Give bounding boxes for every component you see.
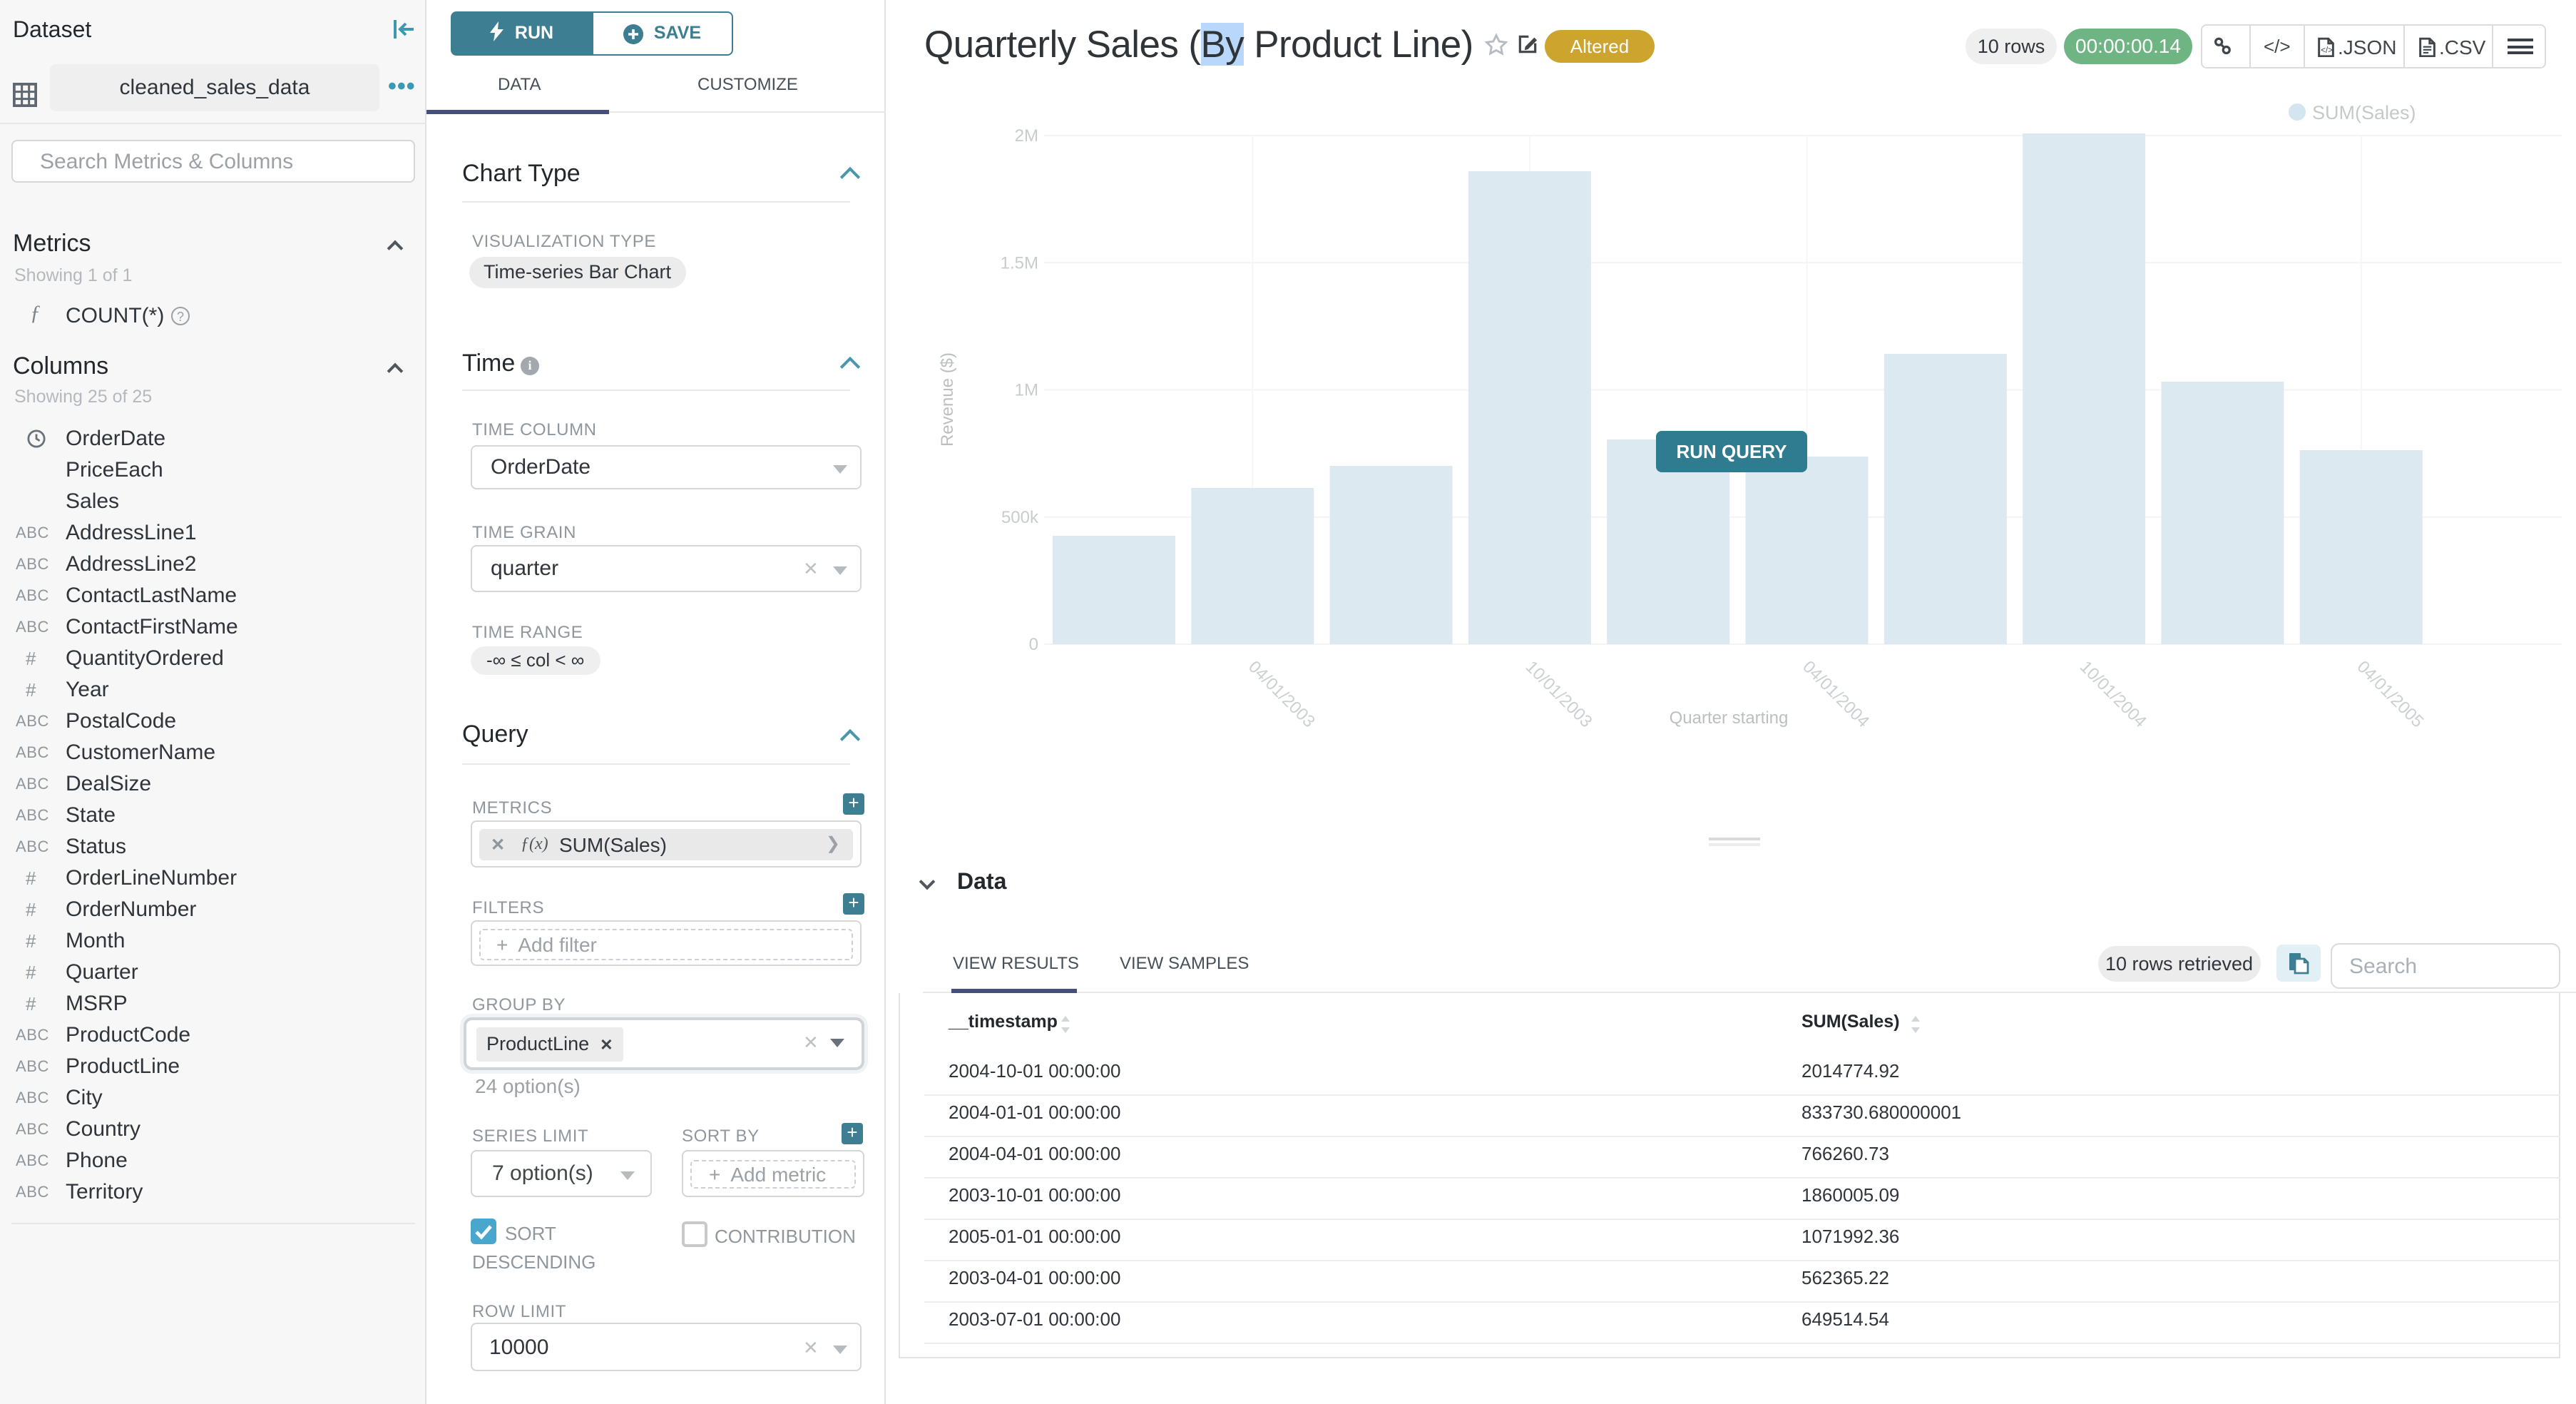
svg-text:04/01/2005: 04/01/2005 bbox=[2353, 657, 2427, 731]
svg-text:0: 0 bbox=[1029, 635, 1038, 654]
svg-text:10/01/2003: 10/01/2003 bbox=[1522, 657, 1596, 731]
svg-text:1.5M: 1.5M bbox=[1001, 253, 1038, 273]
svg-text:1M: 1M bbox=[1015, 381, 1038, 400]
svg-text:</>: </> bbox=[2321, 46, 2333, 54]
svg-text:Revenue ($): Revenue ($) bbox=[938, 352, 957, 447]
svg-text:04/01/2004: 04/01/2004 bbox=[1799, 657, 1873, 731]
svg-text:Quarter starting: Quarter starting bbox=[1670, 708, 1789, 728]
svg-text:2M: 2M bbox=[1015, 126, 1038, 146]
svg-text:SUM(Sales): SUM(Sales) bbox=[2312, 102, 2416, 123]
svg-text:04/01/2003: 04/01/2003 bbox=[1244, 657, 1319, 731]
svg-text:500k: 500k bbox=[1001, 508, 1039, 527]
svg-text:10/01/2004: 10/01/2004 bbox=[2076, 657, 2150, 731]
